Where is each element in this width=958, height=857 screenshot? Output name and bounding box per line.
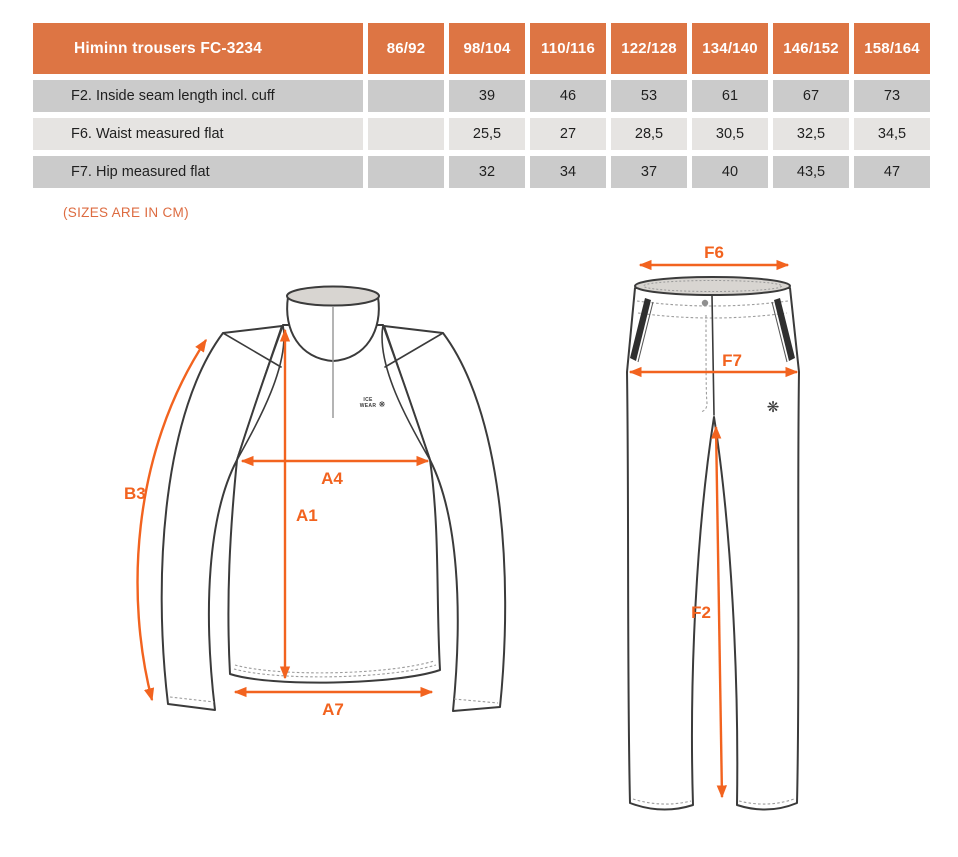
yoke-seam-left	[222, 332, 282, 368]
size-value-cell: 40	[692, 156, 768, 188]
fly-stitch	[699, 314, 708, 413]
size-value-cell	[368, 156, 444, 188]
size-value-cell: 32	[449, 156, 525, 188]
pocket-left	[630, 298, 651, 361]
pocket-right	[774, 298, 795, 361]
sizes-note: (SIZES ARE IN CM)	[63, 205, 189, 220]
size-col-header-2: 98/104	[449, 23, 525, 74]
snowflake-icon: ❋	[379, 400, 386, 409]
size-value-cell: 34,5	[854, 118, 930, 150]
size-value-cell: 53	[611, 80, 687, 112]
size-col-header-3: 110/116	[530, 23, 606, 74]
size-table: Himinn trousers FC-3234 86/92 98/104 110…	[33, 23, 930, 188]
size-value-cell: 30,5	[692, 118, 768, 150]
size-value-cell: 32,5	[773, 118, 849, 150]
pocket-inner-right	[771, 301, 788, 363]
trousers-outline	[626, 287, 800, 811]
f2-arrow	[710, 425, 728, 799]
waist-opening	[634, 276, 791, 296]
f2-label: F2	[691, 603, 711, 622]
trousers-diagram: ❋ F6 F7 F2	[626, 245, 800, 811]
pullover-diagram: ICE WEAR ❋ B3 A4 A1 A7	[124, 285, 507, 719]
pocket-inner-left	[637, 301, 654, 363]
size-value-cell	[368, 80, 444, 112]
size-value-cell: 27	[530, 118, 606, 150]
size-value-cell: 46	[530, 80, 606, 112]
table-title: Himinn trousers FC-3234	[33, 23, 363, 74]
f7-label: F7	[722, 351, 742, 370]
size-value-cell: 28,5	[611, 118, 687, 150]
size-col-header-1: 86/92	[368, 23, 444, 74]
b3-arrow	[136, 338, 208, 702]
center-front-line	[711, 294, 715, 416]
size-value-cell: 47	[854, 156, 930, 188]
brand-logo-line2: WEAR	[360, 403, 377, 409]
raglan-seam-right	[381, 324, 431, 461]
a1-label: A1	[296, 506, 318, 525]
size-value-cell: 25,5	[449, 118, 525, 150]
hem-stitch-right	[738, 798, 795, 805]
size-col-header-6: 146/152	[773, 23, 849, 74]
b3-label: B3	[124, 484, 146, 503]
measurement-row-label: F2. Inside seam length incl. cuff	[33, 80, 363, 112]
size-value-cell: 43,5	[773, 156, 849, 188]
cuff-stitch-right	[453, 698, 499, 704]
size-col-header-4: 122/128	[611, 23, 687, 74]
brand-logo-line1: ICE	[363, 397, 373, 403]
f6-label: F6	[704, 245, 724, 262]
hem-stitch-left	[632, 798, 692, 805]
size-value-cell: 67	[773, 80, 849, 112]
size-value-cell: 61	[692, 80, 768, 112]
size-value-cell	[368, 118, 444, 150]
size-value-cell: 37	[611, 156, 687, 188]
waist-button	[701, 299, 709, 307]
size-value-cell: 39	[449, 80, 525, 112]
a4-label: A4	[321, 469, 343, 488]
snowflake-icon: ❋	[767, 398, 780, 416]
yoke-seam-right	[384, 332, 444, 368]
size-col-header-5: 134/140	[692, 23, 768, 74]
waist-opening-stitch	[643, 280, 782, 292]
collar-opening	[286, 285, 380, 307]
measurement-row-label: F6. Waist measured flat	[33, 118, 363, 150]
size-value-cell: 73	[854, 80, 930, 112]
a7-label: A7	[322, 700, 344, 719]
measurement-row-label: F7. Hip measured flat	[33, 156, 363, 188]
size-value-cell: 34	[530, 156, 606, 188]
hem-stitch-2	[233, 664, 437, 678]
size-col-header-7: 158/164	[854, 23, 930, 74]
